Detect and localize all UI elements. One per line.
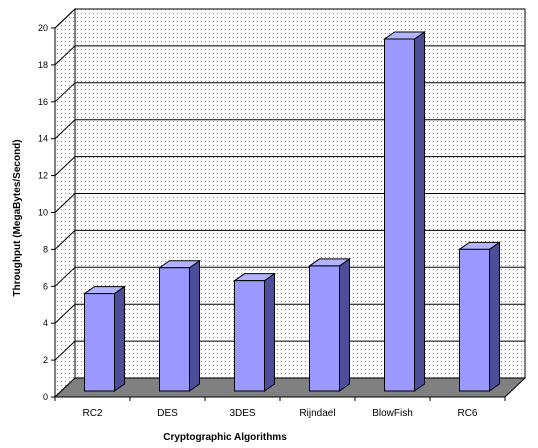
bar [157, 259, 202, 392]
y-tick-label: 18 [38, 60, 48, 70]
bar-side [414, 31, 425, 392]
bar-side [114, 285, 125, 392]
y-axis [51, 27, 56, 398]
x-category-labels: RC2 DES 3DES Rijndael BlowFish RC6 [82, 408, 477, 419]
y-tick-label: 12 [38, 171, 48, 181]
y-tick-label: 20 [38, 23, 48, 33]
bar-front [159, 267, 190, 392]
gridlines [54, 8, 525, 361]
y-tick-labels: 0 2 4 6 8 10 12 14 16 18 20 [38, 23, 48, 402]
y-axis-title: Throughput (MegaBytes/Second) [12, 139, 23, 296]
gridline-side [54, 156, 76, 176]
y-tick-label: 2 [43, 355, 48, 365]
x-tick-label: Rijndael [299, 408, 335, 419]
gridline-side [54, 340, 76, 361]
y-tick-label: 0 [43, 392, 48, 402]
bar-front [309, 265, 340, 392]
y-tick-label: 10 [38, 208, 48, 218]
bar-front [459, 248, 490, 392]
gridline-side [54, 230, 76, 250]
bar-side [339, 257, 350, 392]
x-axis-title: Cryptographic Algorithms [163, 432, 287, 443]
chart-walls [54, 7, 526, 399]
gridline-side [54, 119, 76, 140]
x-tick-label: BlowFish [372, 408, 413, 419]
bar-side [189, 259, 200, 392]
gridline-side [54, 45, 76, 66]
gridline-side [54, 266, 76, 287]
x-tick-label: DES [157, 408, 178, 419]
chart-floor [53, 377, 527, 398]
x-tick-label: RC2 [82, 408, 102, 419]
y-tick-label: 8 [43, 244, 48, 254]
bar [382, 31, 427, 392]
x-tick-label: 3DES [229, 408, 255, 419]
bar-front [384, 38, 415, 392]
bar [307, 257, 352, 392]
y-tick-label: 4 [43, 318, 48, 328]
y-tick-label: 14 [38, 134, 48, 144]
x-tick-label: RC6 [457, 408, 477, 419]
floor-plane [53, 377, 527, 398]
gridline-side [54, 8, 76, 29]
bar-side [489, 241, 500, 392]
bar-front [84, 293, 115, 392]
gridline-side [54, 193, 76, 213]
gridline-side [54, 303, 76, 324]
x-axis [54, 396, 506, 401]
bar [232, 272, 277, 392]
y-tick-label: 16 [38, 97, 48, 107]
y-tick-label: 6 [43, 281, 48, 291]
bar-front [234, 280, 265, 392]
bar [457, 241, 502, 392]
bars [82, 31, 502, 392]
bar [82, 285, 127, 392]
gridline-side [54, 82, 76, 103]
bar-side [264, 272, 275, 392]
